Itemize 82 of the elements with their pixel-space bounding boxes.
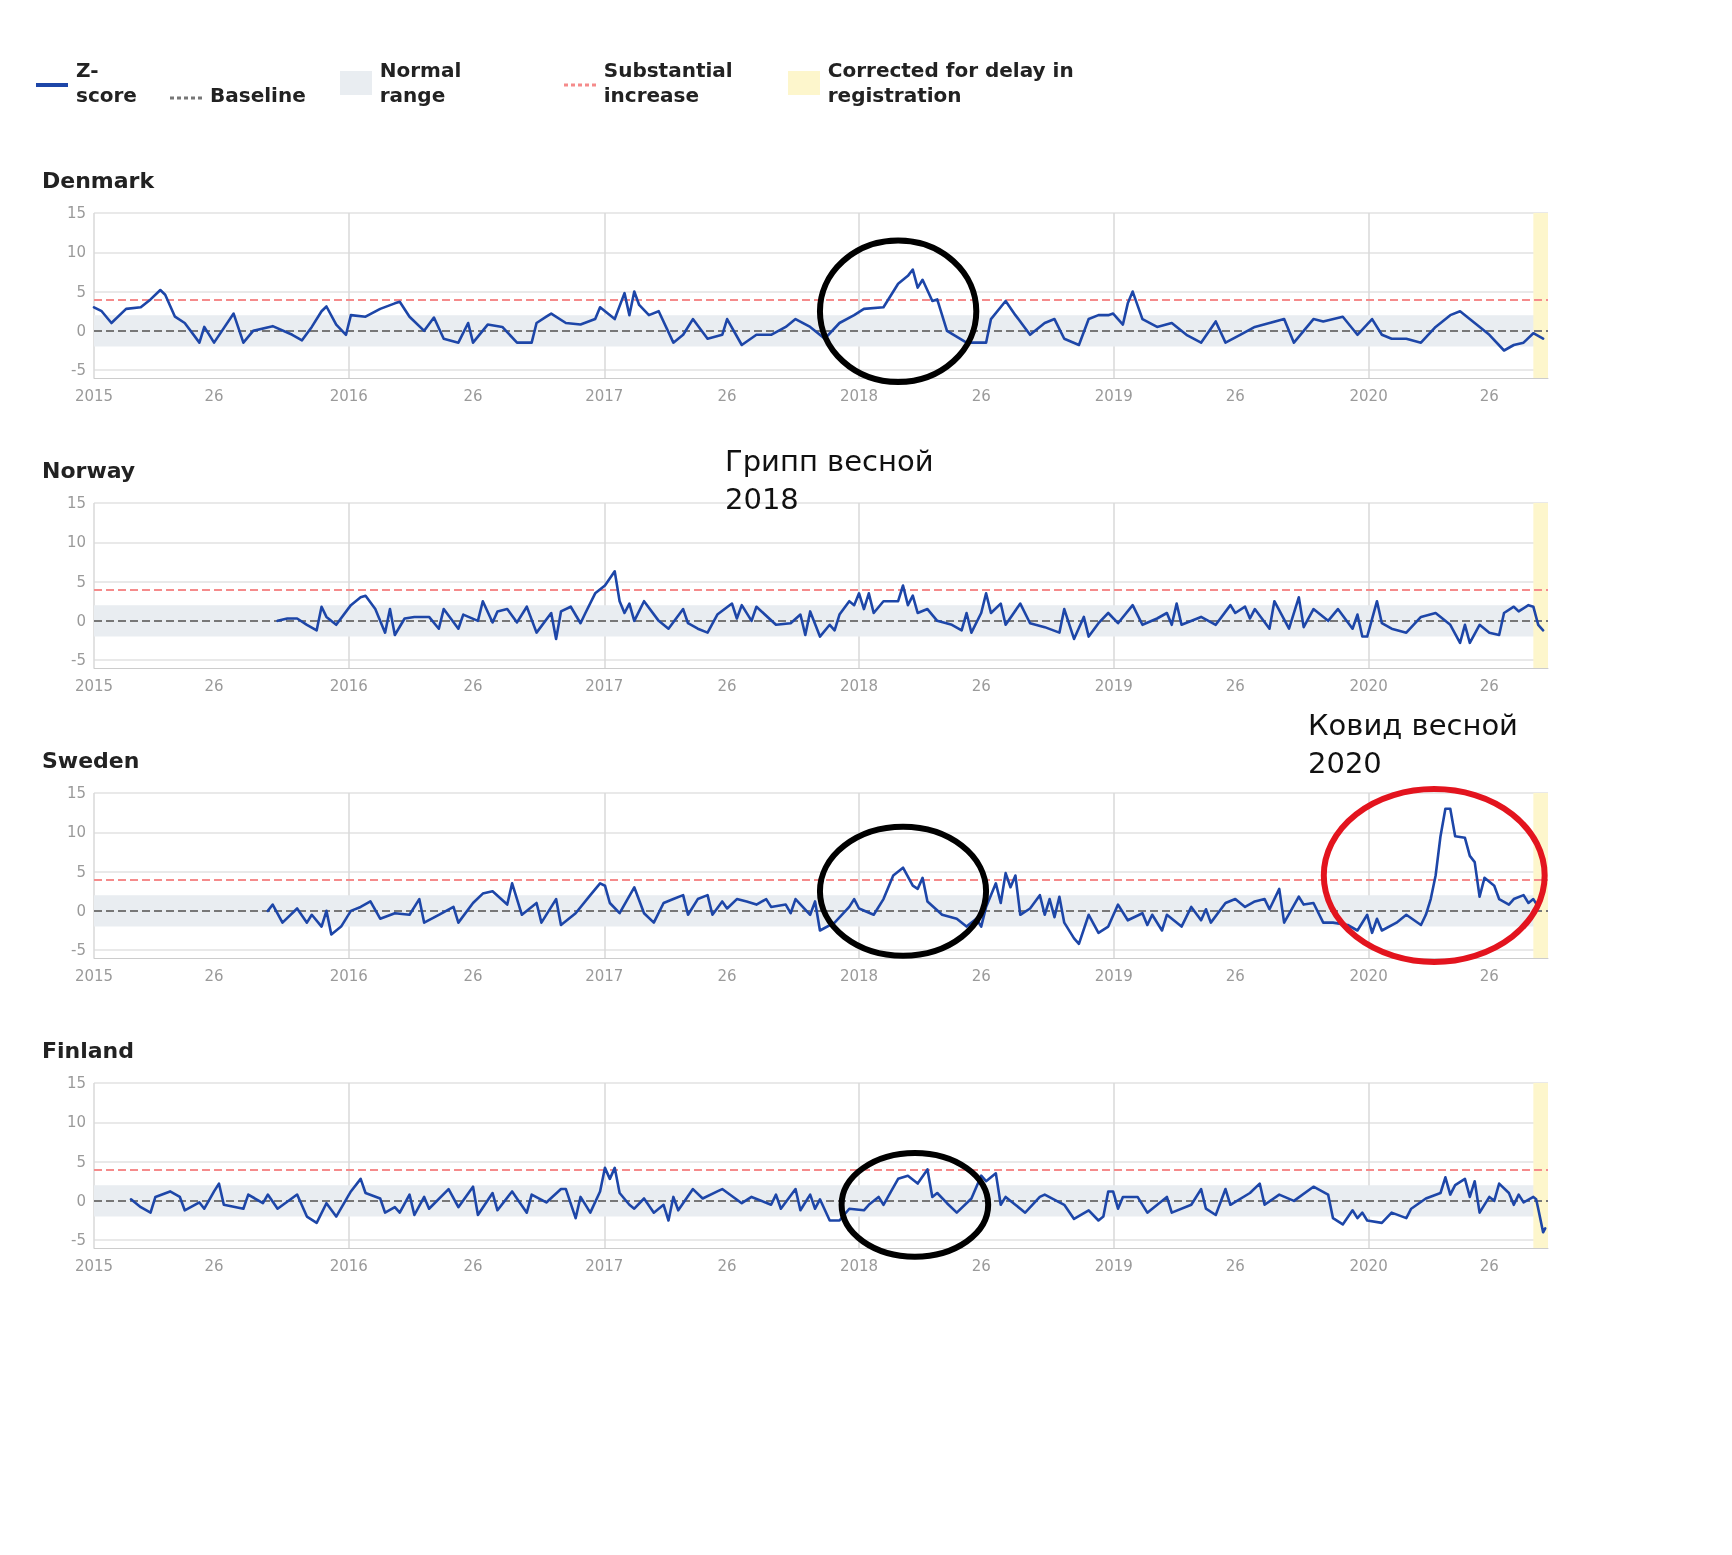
chart-title: Sweden [42, 747, 140, 773]
y-tick-label: 10 [66, 533, 86, 552]
x-tick-label: 2015 [74, 676, 114, 695]
y-tick-label: -5 [71, 651, 86, 670]
x-tick-label: 26 [1225, 676, 1245, 695]
x-tick-label: 26 [717, 966, 737, 985]
y-tick-label: 0 [76, 1191, 86, 1210]
y-tick-label: 5 [76, 282, 86, 301]
x-tick-label: 26 [463, 1256, 483, 1275]
y-tick-label: 0 [76, 901, 86, 920]
y-tick-label: 0 [76, 611, 86, 630]
x-tick-label: 2017 [585, 1256, 624, 1275]
y-tick-label: 15 [66, 1074, 86, 1092]
y-tick-label: 15 [66, 784, 86, 802]
line-series [129, 1166, 1547, 1234]
x-tick-label: 2015 [74, 1256, 114, 1275]
x-tick-label: 2019 [1094, 1256, 1133, 1275]
x-tick-label: 26 [717, 676, 737, 695]
x-tick-label: 26 [1225, 386, 1245, 405]
y-tick-label: -5 [71, 941, 86, 960]
x-tick-label: 26 [463, 966, 483, 985]
x-tick-label: 26 [1479, 966, 1499, 985]
x-tick-label: 2016 [329, 966, 368, 985]
legend-label: Corrected for delay in registration [827, 58, 1075, 108]
x-tick-label: 2020 [1349, 386, 1388, 405]
x-tick-label: 26 [1225, 1256, 1245, 1275]
y-tick-label: 5 [76, 1152, 86, 1171]
y-tick-label: 15 [66, 494, 86, 512]
legend-label: Substantial increase [603, 58, 734, 108]
x-tick-label: 2018 [839, 966, 879, 985]
chart-title: Denmark [42, 167, 156, 193]
legend-label: Normal range [379, 58, 463, 108]
x-tick-label: 26 [204, 676, 224, 695]
x-tick-label: 2017 [585, 386, 624, 405]
y-tick-label: -5 [71, 1231, 86, 1250]
y-tick-label: 5 [76, 572, 86, 591]
x-tick-label: 26 [717, 1256, 737, 1275]
y-tick-label: 10 [66, 823, 86, 842]
x-tick-label: 26 [463, 676, 483, 695]
x-tick-label: 26 [463, 386, 483, 405]
y-tick-label: 10 [66, 243, 86, 262]
x-tick-label: 26 [1479, 1256, 1499, 1275]
annotation: Грипп весной 2018 [725, 443, 935, 518]
x-tick-label: 2020 [1349, 676, 1388, 695]
line-series [92, 268, 1545, 352]
x-tick-label: 26 [971, 966, 991, 985]
x-tick-label: 2016 [329, 1256, 368, 1275]
x-tick-label: 2019 [1094, 676, 1133, 695]
x-tick-label: 2018 [839, 676, 879, 695]
x-tick-label: 2016 [329, 386, 368, 405]
x-tick-label: 2020 [1349, 966, 1388, 985]
legend-label: Z-score [76, 58, 137, 108]
y-tick-label: 5 [76, 862, 86, 881]
x-tick-label: 26 [204, 1256, 224, 1275]
chart-title: Finland [42, 1037, 135, 1063]
x-tick-label: 2018 [839, 386, 879, 405]
x-tick-label: 26 [717, 386, 737, 405]
x-tick-label: 2017 [585, 676, 624, 695]
x-tick-label: 26 [971, 676, 991, 695]
x-tick-label: 26 [1225, 966, 1245, 985]
x-tick-label: 26 [204, 966, 224, 985]
text: Ковид весной 2020 [1308, 707, 1519, 782]
x-tick-label: 26 [971, 1256, 991, 1275]
x-tick-label: 2016 [329, 676, 368, 695]
x-tick-label: 2019 [1094, 966, 1133, 985]
x-tick-label: 26 [1479, 676, 1499, 695]
x-tick-label: 2015 [74, 386, 114, 405]
x-tick-label: 2019 [1094, 386, 1133, 405]
line-series [276, 570, 1545, 645]
legend-label: Baseline [210, 83, 306, 108]
y-tick-label: 15 [66, 204, 86, 222]
x-tick-label: 2015 [74, 966, 114, 985]
x-tick-label: 2020 [1349, 1256, 1388, 1275]
x-tick-label: 26 [971, 386, 991, 405]
x-tick-label: 26 [1479, 386, 1499, 405]
y-tick-label: 10 [66, 1113, 86, 1132]
y-tick-label: -5 [71, 361, 86, 380]
x-tick-label: 2018 [839, 1256, 879, 1275]
x-tick-label: 26 [204, 386, 224, 405]
y-tick-label: 0 [76, 321, 86, 340]
chart-title: Norway [42, 457, 136, 483]
x-tick-label: 2017 [585, 966, 624, 985]
